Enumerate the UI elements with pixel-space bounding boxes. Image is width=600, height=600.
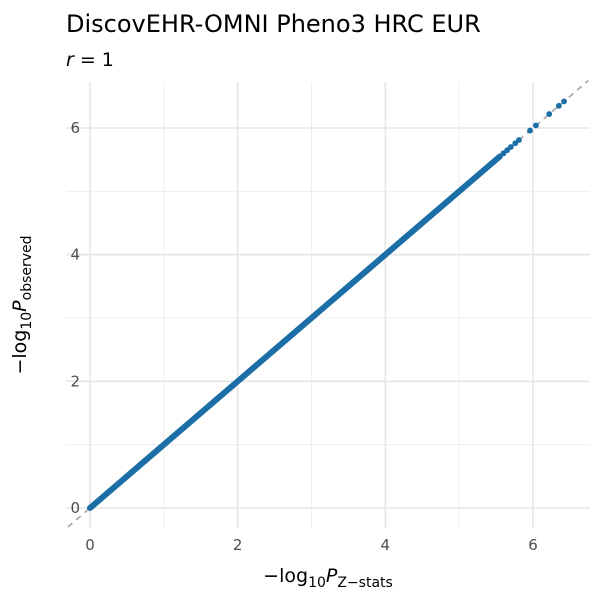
y-axis-title: −log10Pobserved <box>9 235 35 374</box>
y-tick-label: 6 <box>70 119 80 137</box>
y-axis-variable: P <box>9 300 31 312</box>
data-point <box>555 102 562 109</box>
y-axis-log-base: 10 <box>19 312 35 330</box>
data-point <box>561 98 567 105</box>
y-tick-label: 0 <box>70 499 80 517</box>
x-axis-ticks: 0 2 4 6 <box>85 536 538 554</box>
y-axis-subscript: observed <box>19 235 35 300</box>
x-tick-label: 6 <box>528 536 538 554</box>
y-tick-label: 4 <box>70 246 80 264</box>
subtitle-variable: r <box>66 49 75 71</box>
x-axis-subscript: Z−stats <box>337 575 392 591</box>
x-tick-label: 0 <box>85 536 95 554</box>
data-point <box>546 111 553 117</box>
y-axis-ticks: 0 2 4 6 <box>70 119 80 517</box>
data-point <box>507 144 514 150</box>
subtitle-value: = 1 <box>74 49 114 71</box>
x-axis-prefix: −log <box>263 565 308 587</box>
y-axis-prefix: −log <box>9 330 31 375</box>
x-axis-title: −log10PZ−stats <box>263 565 393 591</box>
x-tick-label: 4 <box>381 536 391 554</box>
dense-points-band <box>87 153 503 511</box>
data-points <box>500 98 567 157</box>
y-axis-title-group: −log10Pobserved <box>9 235 35 374</box>
chart-title: DiscovEHR-OMNI Pheno3 HRC EUR <box>66 10 481 38</box>
x-axis-variable: P <box>326 565 338 587</box>
x-tick-label: 2 <box>233 536 243 554</box>
y-tick-label: 2 <box>70 372 80 390</box>
chart-subtitle: r = 1 <box>66 49 114 71</box>
data-point <box>533 122 539 129</box>
x-axis-log-base: 10 <box>308 575 326 591</box>
data-point <box>527 127 533 134</box>
data-point <box>516 137 522 143</box>
grid <box>66 82 590 528</box>
